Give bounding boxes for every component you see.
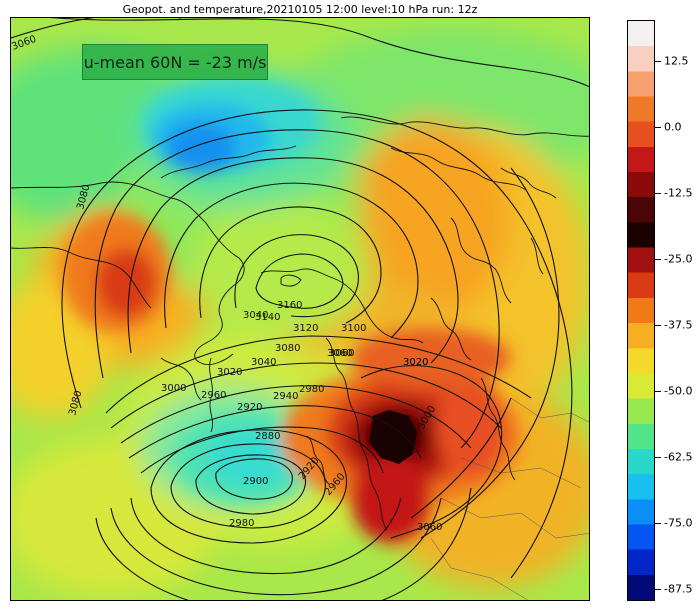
contour-label: 3080 [275, 343, 300, 354]
colorbar-tick [655, 523, 661, 524]
colorbar-tick [655, 127, 661, 128]
colorbar-tick [655, 391, 661, 392]
contour-label: 3060 [329, 348, 354, 359]
contour-label: 3140 [255, 312, 280, 323]
colorbar-tick [655, 193, 661, 194]
colorbar-tick-label: -87.5 [664, 582, 693, 596]
temperature-extremes [61, 78, 521, 543]
colorbar-tick-label: -37.5 [664, 318, 693, 332]
contour-label: 3120 [293, 323, 318, 334]
map-svg: 3080 3060 3160 3140 3120 3100 3080 3060 … [11, 18, 589, 600]
contour-label: 3100 [341, 323, 366, 334]
contour-label: 2940 [273, 391, 298, 402]
coastlines [11, 116, 589, 531]
colorbar-tick-label: -25.0 [664, 252, 693, 266]
contour-label: 2880 [255, 431, 280, 442]
contour-label: 3060 [417, 522, 442, 533]
colorbar-tick-label: 12.5 [664, 54, 689, 68]
contour-label: 3040 [251, 357, 276, 368]
colorbar-tick-label: -12.5 [664, 186, 693, 200]
contour-label: 3040 [243, 310, 268, 321]
colorbar-tick [655, 61, 661, 62]
colorbar-tick-label: -62.5 [664, 450, 693, 464]
contour-label: 2980 [299, 384, 324, 395]
map-panel: 3080 3060 3160 3140 3120 3100 3080 3060 … [10, 17, 590, 601]
colorbar [627, 20, 655, 601]
colorbar-tick-label: -50.0 [664, 384, 693, 398]
geopotential-contours [11, 18, 589, 600]
colorbar-tick [655, 259, 661, 260]
contour-label: 2980 [229, 518, 254, 529]
contour-label: 2960 [201, 390, 226, 401]
hot-spot [369, 410, 417, 464]
colorbar-tick [655, 457, 661, 458]
contour-label: 3160 [277, 300, 302, 311]
chart-title: Geopot. and temperature,20210105 12:00 l… [122, 3, 478, 16]
contour-label: 3020 [403, 357, 428, 368]
contour-label: 3020 [403, 357, 428, 368]
contour-label: 2920 [237, 402, 262, 413]
colorbar-tick [655, 589, 661, 590]
colorbar-tick-label: -75.0 [664, 516, 693, 530]
contour-label: 3060 [327, 348, 352, 359]
country-borders [430, 397, 589, 600]
colorbar-tick [655, 325, 661, 326]
u-mean-annotation: u-mean 60N = -23 m/s [82, 44, 268, 80]
contour-label: 3000 [161, 383, 186, 394]
colorbar-tick-label: 0.0 [664, 120, 682, 134]
contour-label: 2900 [243, 476, 268, 487]
contour-label: 3020 [217, 367, 242, 378]
